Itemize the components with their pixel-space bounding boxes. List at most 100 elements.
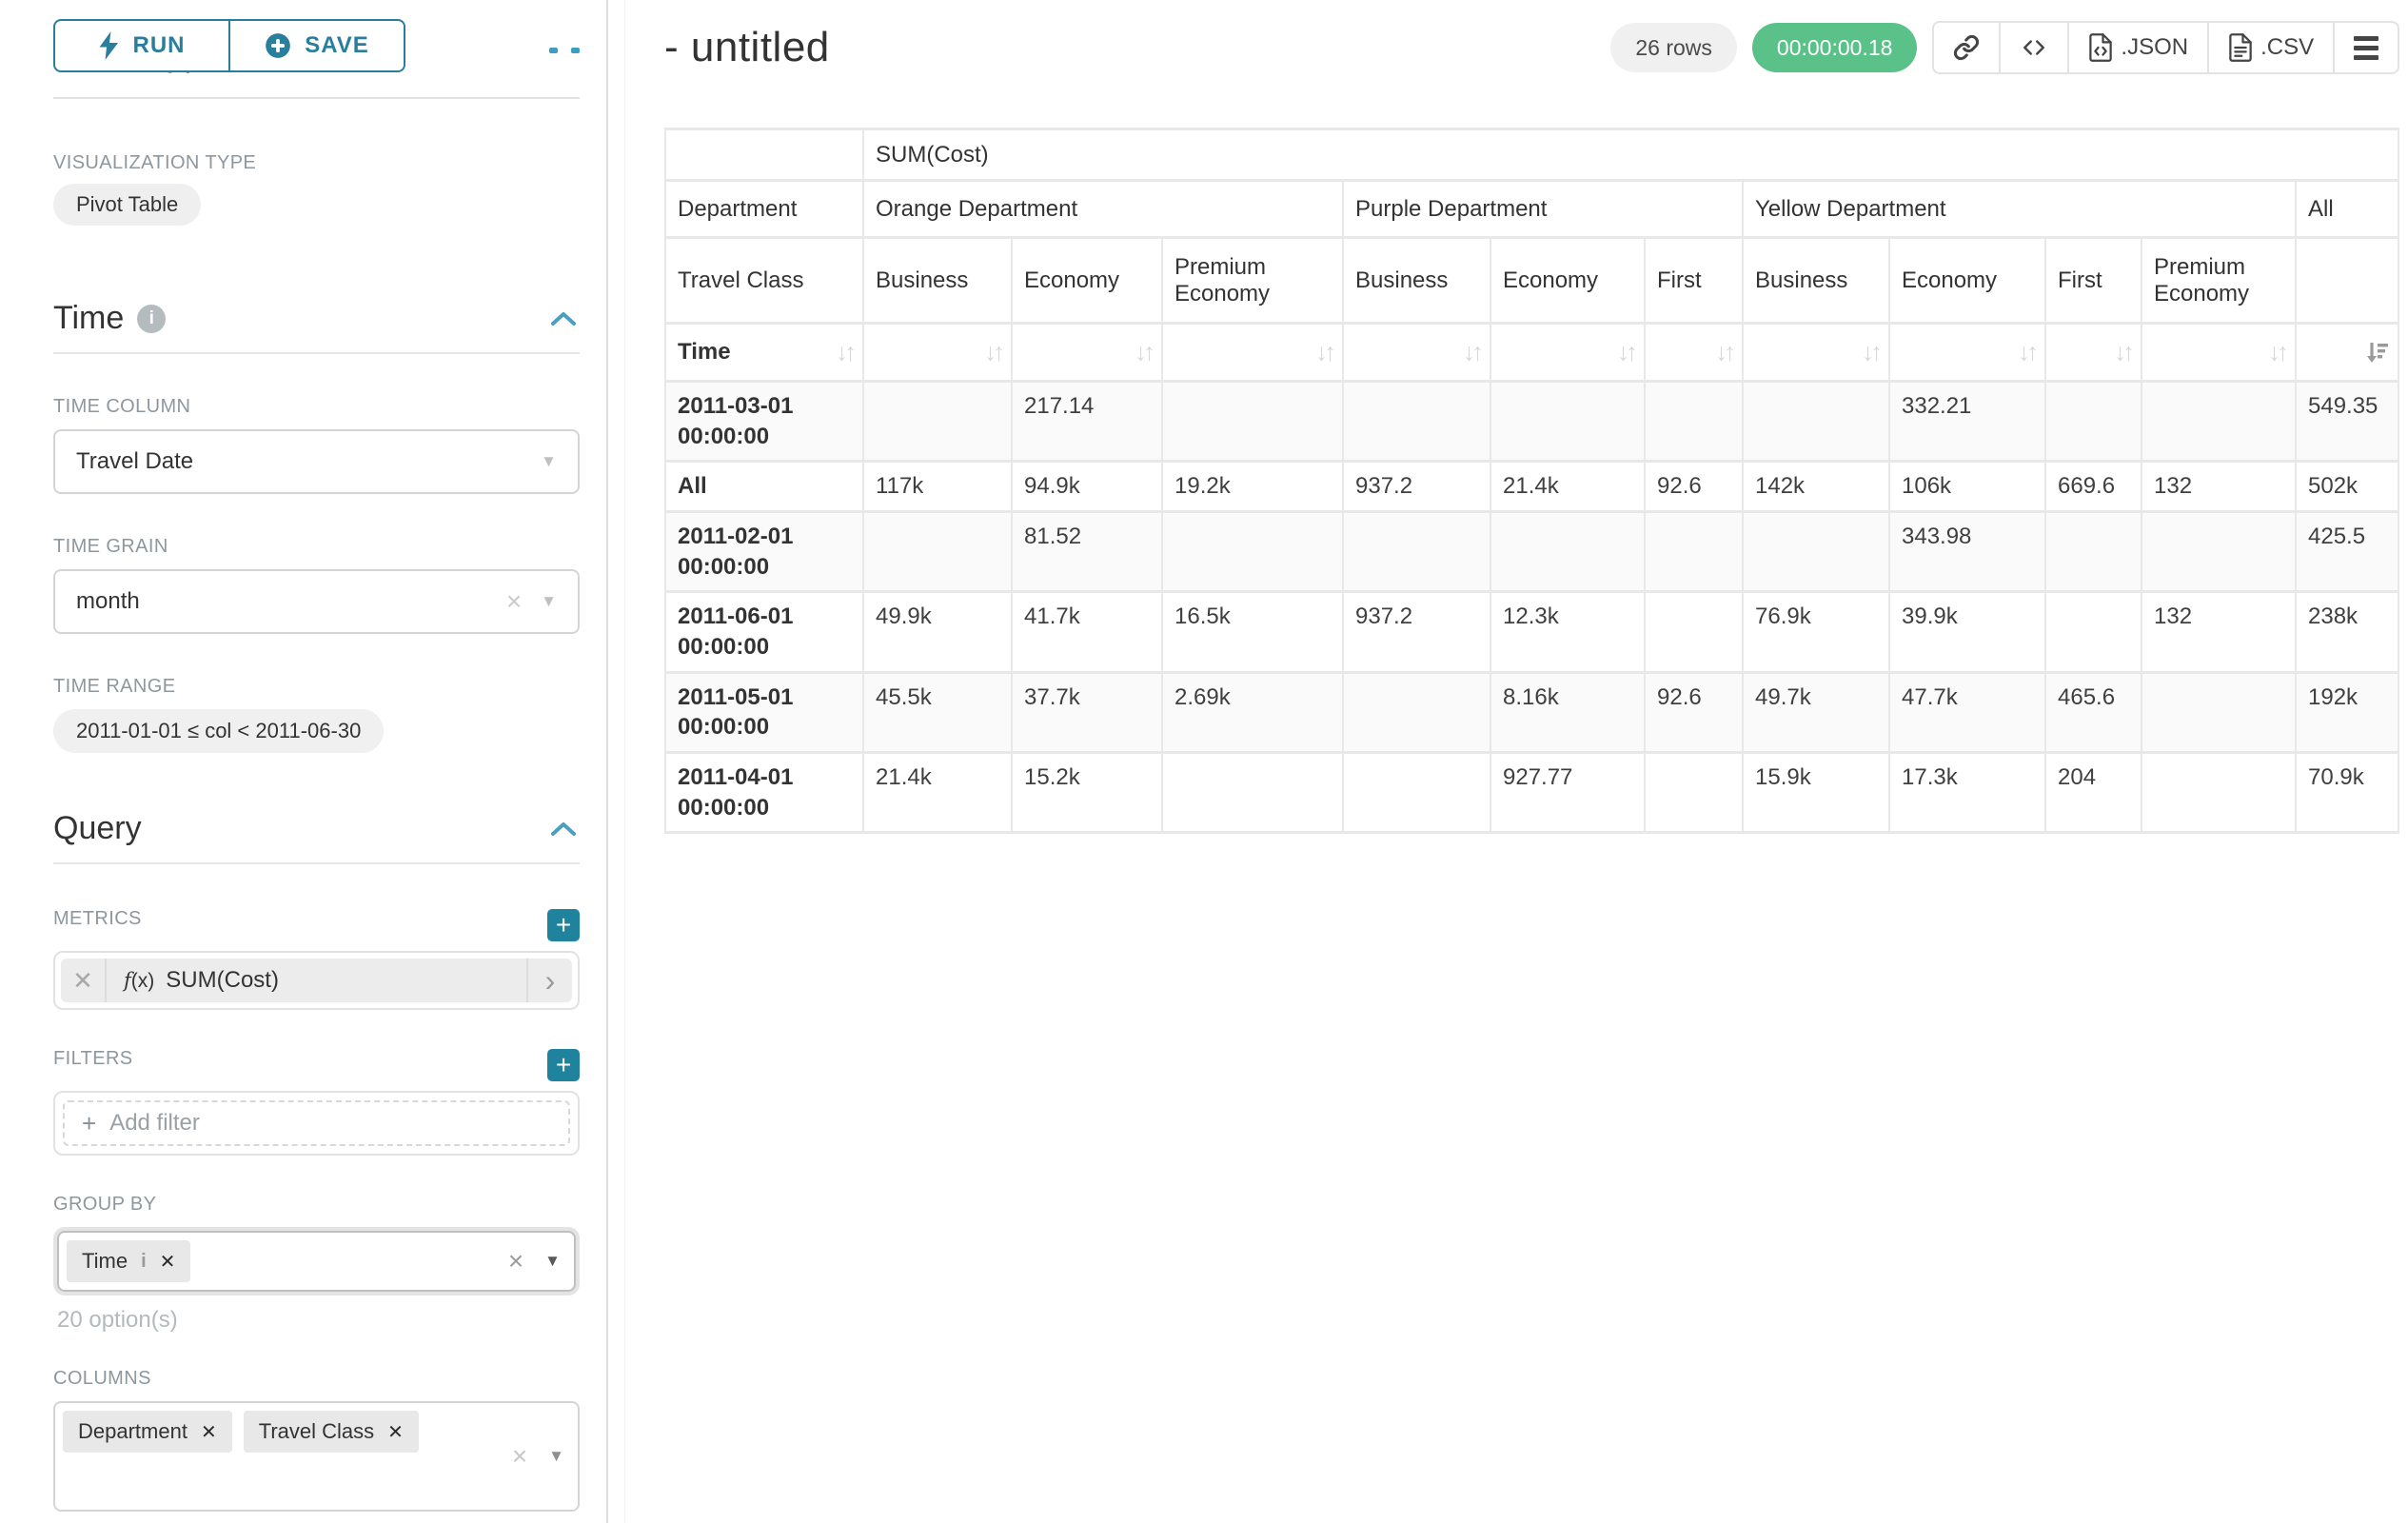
columns-select[interactable]: Department ✕ Travel Class ✕ × ▼ [53, 1401, 580, 1512]
sort-icon[interactable]: ↓↑ [836, 337, 857, 366]
remove-metric-icon[interactable]: ✕ [61, 959, 107, 1002]
pivot-head: SUM(Cost) Department Orange Department Purp… [664, 128, 2400, 383]
row-label: 2011-04-01 00:00:00 [664, 751, 864, 835]
sort-cell[interactable]: ↓↑ [2141, 322, 2297, 383]
chip-info-icon[interactable]: i [141, 1250, 147, 1272]
clear-icon[interactable]: × [507, 1246, 524, 1276]
sort-cell[interactable]: ↓↑ [2044, 322, 2142, 383]
group-by-label: GROUP BY [53, 1194, 157, 1215]
chevron-right-icon[interactable]: › [526, 959, 572, 1002]
query-collapse-button[interactable] [547, 818, 580, 840]
add-metric-button[interactable]: + [547, 908, 580, 941]
column-header[interactable]: Economy [1011, 236, 1163, 325]
column-header[interactable]: Business [1342, 236, 1491, 325]
time-grain-select[interactable]: month × ▼ [53, 569, 580, 634]
time-column-select[interactable]: Travel Date ▼ [53, 429, 580, 494]
group-by-chip[interactable]: Time i ✕ [67, 1240, 191, 1282]
chip-remove-icon[interactable]: ✕ [159, 1251, 176, 1273]
save-button[interactable]: SAVE [229, 19, 405, 72]
export-csv-button[interactable]: .CSV [2209, 23, 2336, 72]
run-button[interactable]: RUN [53, 19, 229, 72]
pivot-cell [2044, 379, 2142, 464]
time-sort-cell[interactable]: Time ↓↑ [664, 322, 864, 383]
add-filter-label: Add filter [109, 1110, 200, 1136]
embed-code-button[interactable] [2001, 23, 2070, 72]
chevron-down-icon[interactable]: ▼ [548, 1447, 564, 1465]
clear-icon[interactable]: × [505, 586, 523, 616]
column-header[interactable]: Premium Economy [2141, 236, 2297, 325]
time-range-label: TIME RANGE [53, 676, 176, 697]
columns-label: COLUMNS [53, 1368, 151, 1389]
pivot-cell: 343.98 [1888, 510, 2046, 594]
clear-icon[interactable]: × [511, 1441, 528, 1471]
columns-control: COLUMNS Department ✕ Travel Class ✕ × ▼ … [53, 1368, 580, 1523]
sort-descending-icon[interactable] [2363, 339, 2390, 366]
pivot-cell [1490, 510, 1646, 594]
sort-cell[interactable] [2294, 322, 2400, 383]
pivot-cell [1742, 379, 1890, 464]
time-collapse-button[interactable] [547, 307, 580, 329]
pivot-cell: 132 [2141, 590, 2297, 674]
column-header[interactable]: First [2044, 236, 2142, 325]
column-header[interactable]: Economy [1888, 236, 2046, 325]
group-by-select[interactable]: Time i ✕ × ▼ [57, 1231, 576, 1292]
sort-cell[interactable]: ↓↑ [1742, 322, 1890, 383]
pivot-cell: 15.2k [1011, 751, 1163, 835]
group-by-focus-ring: Time i ✕ × ▼ [53, 1227, 580, 1296]
row-count-badge: 26 rows [1610, 23, 1737, 72]
column-group-header[interactable]: Orange Department [862, 179, 1344, 239]
column-header[interactable]: Business [1742, 236, 1890, 325]
columns-chip[interactable]: Department ✕ [63, 1411, 232, 1453]
column-header[interactable]: Business [862, 236, 1013, 325]
sort-icon[interactable]: ↓↑ [1315, 337, 1336, 366]
chip-remove-icon[interactable]: ✕ [200, 1421, 217, 1443]
column-header[interactable] [2294, 236, 2400, 325]
sort-icon[interactable]: ↓↑ [1617, 337, 1638, 366]
more-menu-button[interactable] [2335, 23, 2398, 72]
panel-drag-handle[interactable] [549, 48, 580, 53]
metric-chip[interactable]: ✕ f(x) SUM(Cost) › [61, 959, 572, 1002]
pivot-cell: 21.4k [862, 751, 1013, 835]
add-filter-button[interactable]: + Add filter [63, 1100, 570, 1146]
sort-icon[interactable]: ↓↑ [2018, 337, 2039, 366]
chart-title[interactable]: - untitled [664, 24, 830, 70]
sort-icon[interactable]: ↓↑ [1862, 337, 1883, 366]
sort-icon[interactable]: ↓↑ [1135, 337, 1155, 366]
time-range-control: TIME RANGE 2011-01-01 ≤ col < 2011-06-30 [53, 676, 580, 753]
pivot-cell [862, 379, 1013, 464]
chip-remove-icon[interactable]: ✕ [387, 1421, 404, 1443]
column-header[interactable]: Premium Economy [1161, 236, 1344, 325]
sort-cell[interactable]: ↓↑ [1490, 322, 1646, 383]
column-header[interactable]: Economy [1490, 236, 1646, 325]
copy-link-button[interactable] [1934, 23, 2002, 72]
sort-cell[interactable]: ↓↑ [1161, 322, 1344, 383]
pivot-cell: 76.9k [1742, 590, 1890, 674]
chevron-down-icon[interactable]: ▼ [544, 1252, 561, 1270]
column-group-header[interactable]: All [2294, 179, 2400, 239]
pivot-table-container: SUM(Cost) Department Orange Department Purp… [664, 128, 2400, 835]
sort-icon[interactable]: ↓↑ [1715, 337, 1736, 366]
sort-icon[interactable]: ↓↑ [984, 337, 1005, 366]
sort-icon[interactable]: ↓↑ [2114, 337, 2135, 366]
time-range-value[interactable]: 2011-01-01 ≤ col < 2011-06-30 [53, 709, 385, 753]
pivot-cell: 669.6 [2044, 460, 2142, 514]
columns-chip[interactable]: Travel Class ✕ [243, 1411, 419, 1453]
sort-cell[interactable]: ↓↑ [1011, 322, 1163, 383]
column-group-header[interactable]: Purple Department [1342, 179, 1744, 239]
pivot-cell [2141, 670, 2297, 755]
column-group-header[interactable]: Yellow Department [1742, 179, 2297, 239]
sort-cell[interactable]: ↓↑ [862, 322, 1013, 383]
sort-icon[interactable]: ↓↑ [1463, 337, 1484, 366]
sort-cell[interactable]: ↓↑ [1342, 322, 1491, 383]
pivot-cell [2141, 379, 2297, 464]
export-json-button[interactable]: .JSON [2069, 23, 2210, 72]
sort-cell[interactable]: ↓↑ [1644, 322, 1744, 383]
visualization-type-value[interactable]: Pivot Table [53, 184, 202, 226]
column-header[interactable]: First [1644, 236, 1744, 325]
sort-icon[interactable]: ↓↑ [2268, 337, 2289, 366]
info-icon[interactable]: i [137, 304, 167, 333]
sort-cell[interactable]: ↓↑ [1888, 322, 2046, 383]
add-filter-plus-button[interactable]: + [547, 1048, 580, 1081]
pivot-cell: 70.9k [2294, 751, 2400, 835]
plus-circle-icon [266, 33, 291, 58]
